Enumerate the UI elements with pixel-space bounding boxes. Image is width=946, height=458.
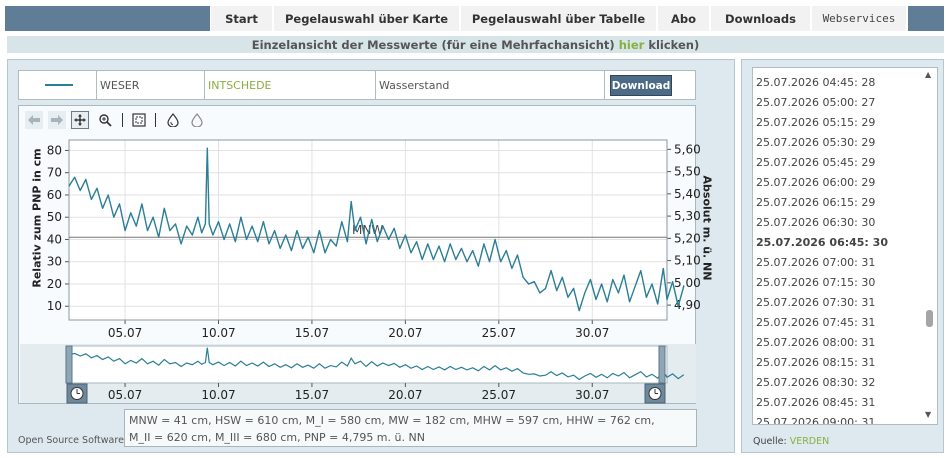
drop-outline-icon[interactable] bbox=[188, 111, 206, 129]
view-mode-text: Einzelansicht der Messwerte (für eine Me… bbox=[251, 37, 615, 52]
y-axis-right-label: Absolut m. ü. NN bbox=[700, 175, 714, 281]
tab-webservices[interactable]: Webservices bbox=[812, 6, 907, 31]
pan-icon[interactable] bbox=[71, 111, 89, 129]
list-item[interactable]: 25.07.2026 09:00: 31 bbox=[756, 416, 876, 425]
scroll-up-icon[interactable]: ▲ bbox=[925, 70, 932, 79]
tab-downloads[interactable]: Downloads bbox=[711, 6, 811, 31]
tab-pegelauswahl-karte[interactable]: Pegelauswahl über Karte bbox=[274, 6, 460, 31]
view-mode-bar: Einzelansicht der Messwerte (für eine Me… bbox=[7, 36, 944, 53]
chart-area bbox=[18, 105, 696, 404]
view-mode-text-end: klicken) bbox=[648, 37, 700, 52]
tab-start[interactable]: Start bbox=[211, 6, 273, 31]
source-label: Quelle: bbox=[753, 436, 787, 447]
legend-water: WESER bbox=[97, 71, 205, 99]
series-legend: WESER INTSCHEDE Wasserstand Download bbox=[18, 70, 696, 100]
tab-pegelauswahl-tabelle[interactable]: Pegelauswahl über Tabelle bbox=[461, 6, 657, 31]
multi-view-link[interactable]: hier bbox=[618, 37, 645, 52]
list-item[interactable]: 25.07.2026 08:30: 32 bbox=[756, 376, 876, 389]
zoom-icon[interactable] bbox=[96, 111, 114, 129]
list-item[interactable]: 25.07.2026 04:45: 28 bbox=[756, 76, 876, 89]
fit-extent-icon[interactable] bbox=[130, 111, 148, 129]
legend-parameter: Wasserstand bbox=[376, 71, 605, 99]
list-item[interactable]: 25.07.2026 05:15: 29 bbox=[756, 116, 876, 129]
tab-abo[interactable]: Abo bbox=[658, 6, 710, 31]
list-item[interactable]: 25.07.2026 06:00: 29 bbox=[756, 176, 876, 189]
list-item[interactable]: 25.07.2026 07:30: 31 bbox=[756, 296, 876, 309]
scroll-down-icon[interactable]: ▼ bbox=[925, 410, 932, 419]
scrollbar-thumb[interactable] bbox=[926, 310, 933, 327]
download-button[interactable]: Download bbox=[610, 75, 672, 96]
list-item[interactable]: 25.07.2026 08:00: 31 bbox=[756, 336, 876, 349]
open-source-note: Open Source Software bbox=[18, 435, 124, 446]
list-item[interactable]: 25.07.2026 07:15: 30 bbox=[756, 276, 876, 289]
list-item[interactable]: 25.07.2026 08:45: 31 bbox=[756, 396, 876, 409]
reference-values-box: MNW = 41 cm, HSW = 610 cm, M_I = 580 cm,… bbox=[124, 409, 697, 447]
nav-spacer-right bbox=[908, 6, 944, 31]
reference-values-line-2: M_II = 620 cm, M_III = 680 cm, PNP = 4,7… bbox=[129, 431, 425, 444]
legend-station: INTSCHEDE bbox=[205, 71, 376, 99]
list-item[interactable]: 25.07.2026 06:15: 29 bbox=[756, 196, 876, 209]
list-item-selected[interactable]: 25.07.2026 06:45: 30 bbox=[756, 236, 888, 249]
measurement-list[interactable]: 25.07.2026 09:00: 31 25.07.2026 08:45: 31… bbox=[752, 67, 938, 425]
top-navigation: Start Pegelauswahl über Karte Pegelauswa… bbox=[0, 5, 946, 32]
nav-spacer-left bbox=[5, 6, 210, 31]
y-axis-left-label: Relativ zum PNP in cm bbox=[30, 148, 44, 288]
series-color-swatch bbox=[45, 84, 73, 86]
forward-arrow-icon[interactable] bbox=[48, 111, 66, 129]
list-item[interactable]: 25.07.2026 05:45: 29 bbox=[756, 156, 876, 169]
legend-swatch-cell bbox=[19, 71, 97, 99]
list-item[interactable]: 25.07.2026 07:00: 31 bbox=[756, 256, 876, 269]
drop-icon[interactable] bbox=[164, 111, 182, 129]
source-line: Quelle: VERDEN bbox=[753, 436, 829, 447]
list-item[interactable]: 25.07.2026 06:30: 30 bbox=[756, 216, 876, 229]
list-item[interactable]: 25.07.2026 07:45: 31 bbox=[756, 316, 876, 329]
list-item[interactable]: 25.07.2026 08:15: 31 bbox=[756, 356, 876, 369]
list-item[interactable]: 25.07.2026 04:30: 28 bbox=[756, 68, 875, 76]
toolbar-separator bbox=[155, 113, 156, 127]
reference-values-line-1: MNW = 41 cm, HSW = 610 cm, M_I = 580 cm,… bbox=[129, 414, 655, 427]
back-arrow-icon[interactable] bbox=[25, 111, 43, 129]
scrollbar[interactable]: ▲ ▼ bbox=[922, 68, 937, 424]
toolbar-separator bbox=[122, 113, 123, 127]
list-item[interactable]: 25.07.2026 05:00: 27 bbox=[756, 96, 876, 109]
source-link[interactable]: VERDEN bbox=[789, 436, 830, 447]
list-item[interactable]: 25.07.2026 05:30: 29 bbox=[756, 136, 876, 149]
